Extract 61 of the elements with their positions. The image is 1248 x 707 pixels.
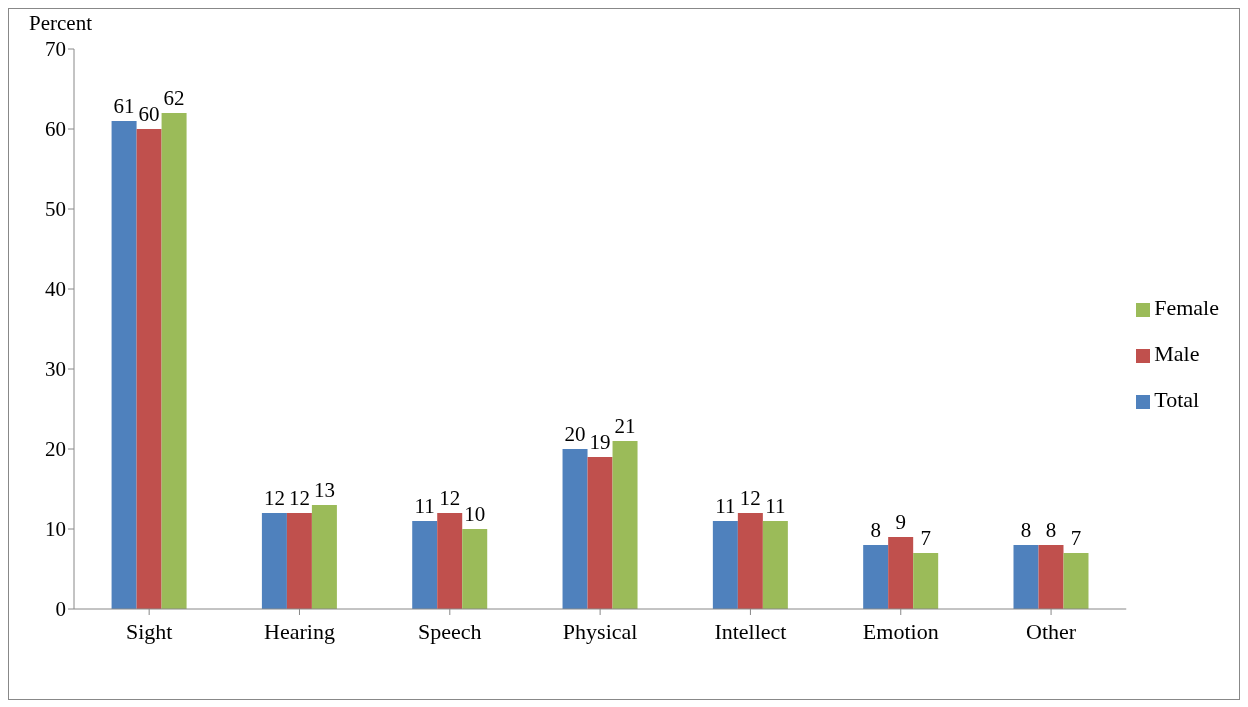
bar [412, 521, 438, 609]
data-label: 9 [895, 510, 906, 534]
y-tick-label: 60 [45, 117, 66, 142]
bar [261, 513, 287, 609]
data-label: 11 [765, 494, 786, 518]
data-label: 20 [564, 422, 586, 446]
legend-label: Total [1154, 387, 1200, 412]
data-label: 10 [464, 502, 486, 526]
bar [161, 113, 187, 609]
bar [437, 513, 463, 609]
data-label: 8 [1045, 518, 1057, 542]
data-label: 8 [870, 518, 881, 542]
bar [562, 449, 588, 609]
data-label: 13 [313, 478, 335, 502]
bar [1063, 553, 1089, 609]
bar [462, 529, 488, 609]
y-tick-label: 40 [45, 277, 66, 302]
data-label: 8 [1020, 518, 1032, 542]
data-label: 12 [739, 486, 761, 510]
bar [888, 537, 914, 609]
y-tick-label: 30 [45, 357, 66, 382]
x-tick-label: Intellect [714, 618, 787, 644]
data-label: 11 [414, 494, 435, 518]
bar [913, 553, 939, 609]
bar [111, 121, 137, 609]
x-tick-label: Sight [125, 618, 173, 644]
bar [863, 545, 889, 609]
bar [286, 513, 312, 609]
data-label: 12 [263, 486, 285, 510]
bar [136, 129, 162, 609]
y-tick-label: 20 [45, 437, 66, 462]
bar [762, 521, 788, 609]
x-tick-label: Hearing [264, 618, 335, 644]
data-label: 60 [138, 102, 160, 126]
bar [1038, 545, 1064, 609]
x-tick-label: Speech [418, 618, 482, 644]
y-axis-title: Percent [29, 11, 92, 36]
data-label: 19 [589, 430, 611, 454]
data-label: 61 [113, 94, 135, 118]
x-tick-label: Other [1026, 618, 1077, 644]
bar [612, 441, 638, 609]
y-tick-label: 50 [45, 197, 66, 222]
data-label: 12 [288, 486, 310, 510]
bar [587, 457, 613, 609]
x-tick-label: Emotion [862, 618, 939, 644]
data-label: 11 [715, 494, 736, 518]
bar [1013, 545, 1039, 609]
y-tick-label: 0 [55, 597, 66, 622]
data-label: 21 [614, 414, 636, 438]
data-label: 7 [1070, 526, 1082, 550]
bar [712, 521, 738, 609]
legend-label: Female [1154, 295, 1219, 320]
data-label: 7 [920, 526, 931, 550]
data-label: 62 [163, 86, 185, 110]
bar [311, 505, 337, 609]
x-tick-label: Physical [562, 618, 638, 644]
bar [737, 513, 763, 609]
y-tick-label: 10 [45, 517, 66, 542]
y-tick-label: 70 [45, 37, 66, 62]
legend-label: Male [1154, 341, 1200, 366]
data-label: 12 [439, 486, 461, 510]
